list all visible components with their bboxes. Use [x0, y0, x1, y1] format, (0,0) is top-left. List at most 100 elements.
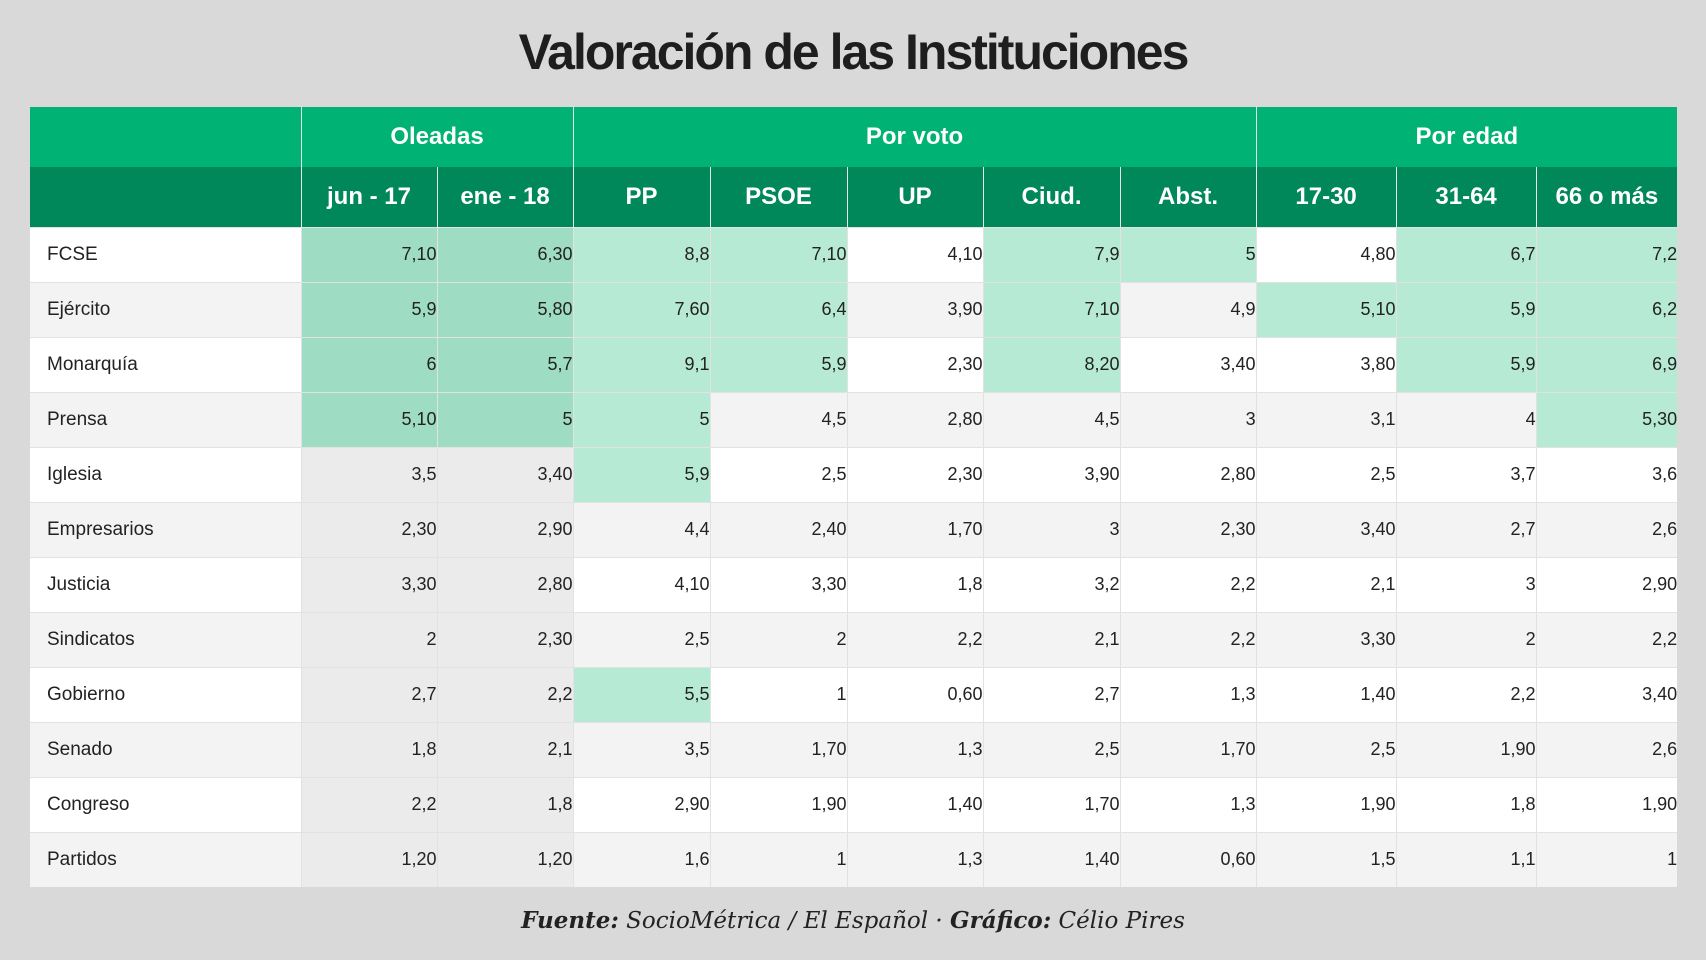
table-row: Justicia 3,30 2,80 4,10 3,30 1,8 3,2 2,2 2,1 3 2,9…: [30, 556, 1678, 612]
row-label: Monarquía: [30, 336, 301, 392]
table-cell: 5,9: [300, 281, 437, 337]
table-cell: 7,2: [1535, 226, 1678, 282]
row-label: FCSE: [30, 226, 301, 282]
table-cell: 5,9: [572, 446, 711, 502]
chart-title: Valoración de las Instituciones: [518, 24, 1190, 80]
table-cell: 9,1: [572, 336, 711, 392]
table-cell: 5: [436, 391, 574, 447]
table-cell: 5,10: [1255, 281, 1397, 337]
table-cell: 5,9: [1395, 336, 1537, 392]
table-body: FCSE 7,10 6,30 8,8 7,10 4,10 7,9 5 4,80 6,7 7,2 Ejé…: [30, 226, 1678, 887]
table-row: Senado 1,8 2,1 3,5 1,70 1,3 2,5 1,70 2,5 1,90 2,6: [30, 721, 1678, 777]
table-cell: 2,90: [572, 776, 711, 832]
column-header: 31-64: [1395, 167, 1537, 227]
table-cell: 1,90: [709, 776, 848, 832]
table-cell: 3,40: [1255, 501, 1397, 557]
table-cell: 1,6: [572, 831, 711, 887]
table-row: Prensa 5,10 5 5 4,5 2,80 4,5 3 3,1 4 5,30: [30, 391, 1678, 447]
table-cell: 1,40: [846, 776, 984, 832]
table-cell: 5: [572, 391, 711, 447]
table-cell: 3,5: [572, 721, 711, 777]
row-label: Prensa: [30, 391, 301, 447]
column-header: Abst.: [1119, 167, 1257, 227]
table-cell: 2,5: [1255, 446, 1397, 502]
table-cell: 1,3: [1119, 776, 1257, 832]
table-cell: 1,3: [846, 831, 984, 887]
row-label: Senado: [30, 721, 301, 777]
table-cell: 7,10: [709, 226, 848, 282]
table-cell: 2,6: [1535, 721, 1678, 777]
table-cell: 4,4: [572, 501, 711, 557]
column-header-corner: [30, 167, 301, 227]
table-cell: 2,1: [436, 721, 574, 777]
column-header: PP: [572, 167, 711, 227]
source-label: Fuente:: [521, 907, 619, 934]
table-cell: 2,5: [1255, 721, 1397, 777]
table-cell: 6,9: [1535, 336, 1678, 392]
group-header-por-edad: Por edad: [1255, 107, 1678, 167]
column-header-row: jun - 17 ene - 18 PP PSOE UP Ciud. Abst. 17-30 3…: [30, 167, 1678, 227]
table-cell: 4,5: [709, 391, 848, 447]
table-cell: 4,9: [1119, 281, 1257, 337]
table-cell: 1,90: [1255, 776, 1397, 832]
source-text: SocioMétrica / El Español ·: [618, 908, 951, 934]
table-row: Empresarios 2,30 2,90 4,4 2,40 1,70 3 2,30 3,40 2…: [30, 501, 1678, 557]
row-label: Ejército: [30, 281, 301, 337]
table-cell: 3,30: [1255, 611, 1397, 667]
table-cell: 0,60: [1119, 831, 1257, 887]
table-cell: 5,7: [436, 336, 574, 392]
table-row: FCSE 7,10 6,30 8,8 7,10 4,10 7,9 5 4,80 6,7 7,2: [30, 226, 1678, 282]
table-cell: 1,5: [1255, 831, 1397, 887]
table-cell: 1: [709, 666, 848, 722]
table-cell: 5,30: [1535, 391, 1678, 447]
table-cell: 2,2: [1119, 556, 1257, 612]
chart-credit-label: Gráfico:: [950, 907, 1052, 934]
table-cell: 3,40: [1119, 336, 1257, 392]
row-label: Empresarios: [30, 501, 301, 557]
table-cell: 2,2: [436, 666, 574, 722]
table-cell: 4,80: [1255, 226, 1397, 282]
row-label: Congreso: [30, 776, 301, 832]
table-cell: 1,8: [846, 556, 984, 612]
table-cell: 2,5: [982, 721, 1121, 777]
table-cell: 5,5: [572, 666, 711, 722]
table-cell: 4,10: [572, 556, 711, 612]
table-cell: 7,9: [982, 226, 1121, 282]
table-row: Monarquía 6 5,7 9,1 5,9 2,30 8,20 3,40 3,80 5,9 6,…: [30, 336, 1678, 392]
table-cell: 6,4: [709, 281, 848, 337]
table-cell: 2,2: [846, 611, 984, 667]
table-cell: 5: [1119, 226, 1257, 282]
table-cell: 4,5: [982, 391, 1121, 447]
table-cell: 3,90: [846, 281, 984, 337]
table-cell: 2,1: [1255, 556, 1397, 612]
table-cell: 4: [1395, 391, 1537, 447]
row-label: Gobierno: [30, 666, 301, 722]
table-cell: 1,20: [436, 831, 574, 887]
table-cell: 1,40: [1255, 666, 1397, 722]
table-cell: 3,6: [1535, 446, 1678, 502]
table-cell: 2,2: [1119, 611, 1257, 667]
table-cell: 6,30: [436, 226, 574, 282]
table-cell: 1,70: [982, 776, 1121, 832]
table-cell: 1,8: [436, 776, 574, 832]
table-cell: 7,60: [572, 281, 711, 337]
table-cell: 2: [1395, 611, 1537, 667]
table-cell: 1,3: [1119, 666, 1257, 722]
table-cell: 3,2: [982, 556, 1121, 612]
table-cell: 3: [1119, 391, 1257, 447]
group-header-oleadas: Oleadas: [300, 107, 574, 167]
table-cell: 6: [300, 336, 437, 392]
table-cell: 2,5: [572, 611, 711, 667]
table-cell: 2,2: [1535, 611, 1678, 667]
table-cell: 5,80: [436, 281, 574, 337]
table-cell: 2,1: [982, 611, 1121, 667]
column-header: jun - 17: [300, 167, 437, 227]
table-cell: 2,7: [1395, 501, 1537, 557]
table-cell: 6,7: [1395, 226, 1537, 282]
table-cell: 7,10: [982, 281, 1121, 337]
column-header: UP: [846, 167, 984, 227]
table-cell: 2,2: [300, 776, 437, 832]
table-cell: 5,9: [1395, 281, 1537, 337]
table-cell: 2,30: [1119, 501, 1257, 557]
table-cell: 8,20: [982, 336, 1121, 392]
